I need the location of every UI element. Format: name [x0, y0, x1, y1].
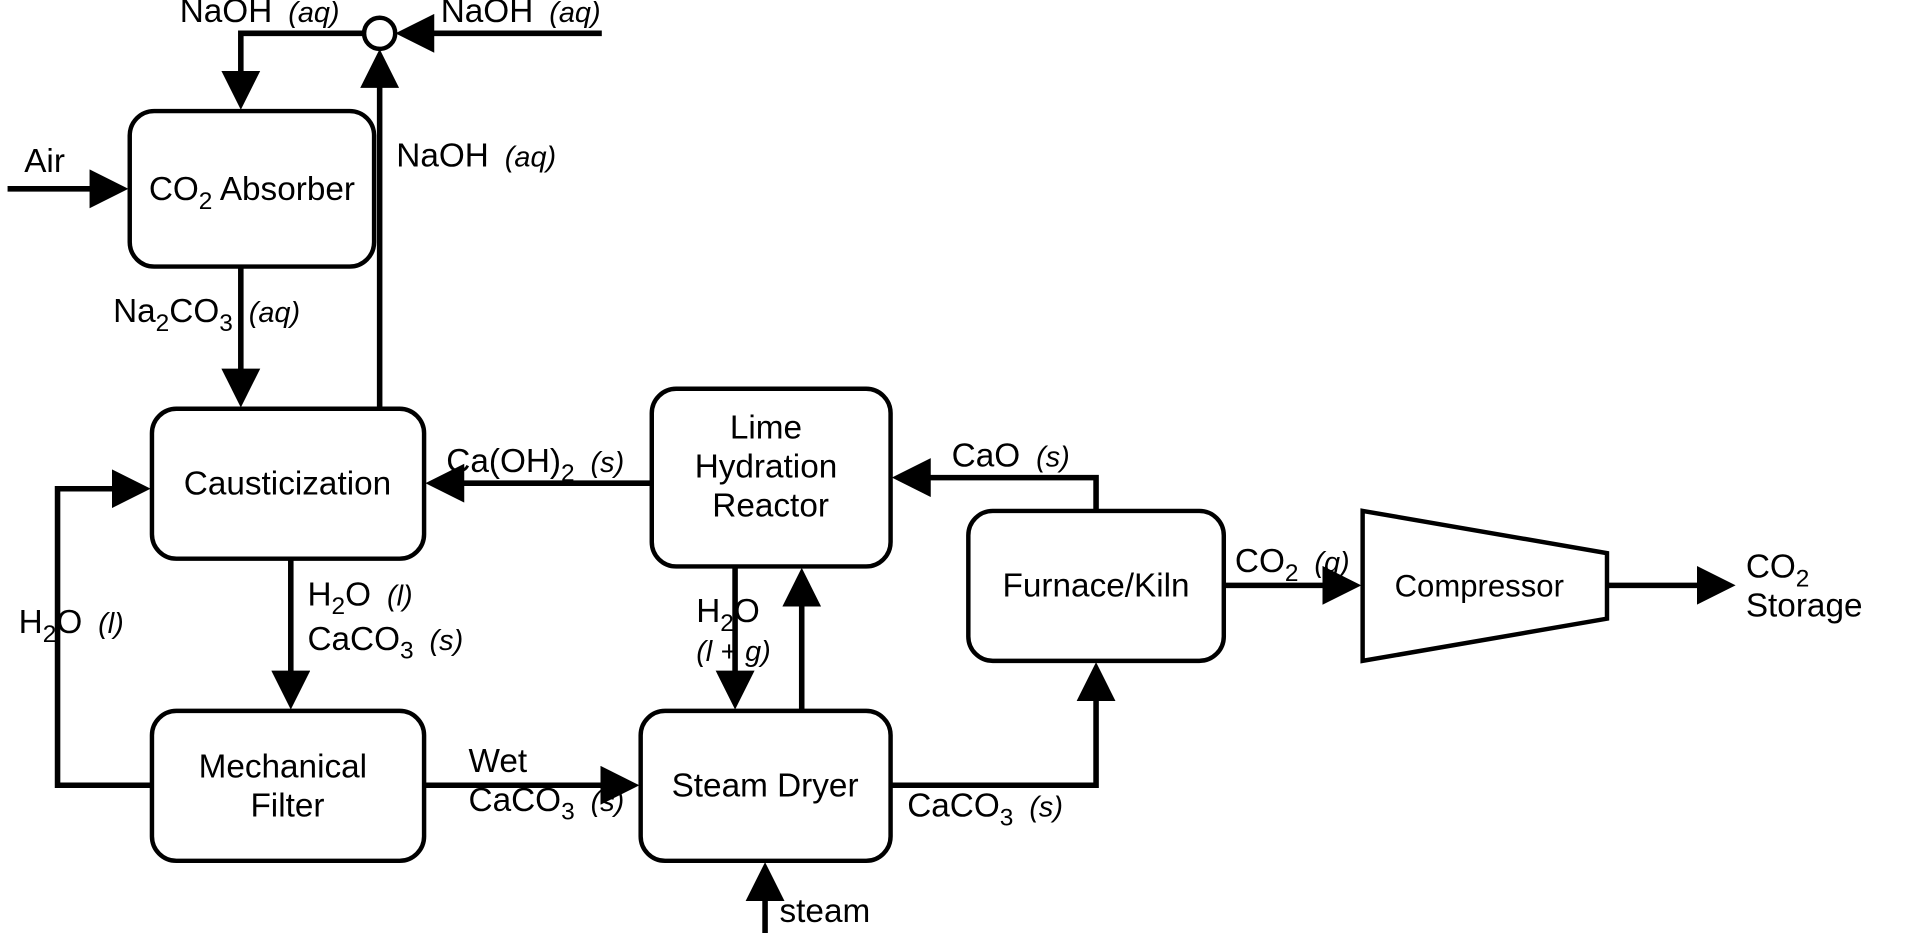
stream-wet: Wet — [469, 743, 528, 780]
edge-dryer-kiln — [891, 669, 1096, 786]
edge-kiln-hydration — [898, 478, 1096, 511]
stream-na2co3: Na2CO3 (aq) — [113, 293, 300, 339]
stream-caco3-dry: CaCO3 (s) — [907, 787, 1063, 833]
stream-h2o-recycle: H2O (l) — [19, 604, 124, 648]
node-mixer — [364, 18, 395, 49]
stream-air: Air — [24, 143, 65, 180]
label-hydration: Lime Hydration Reactor — [695, 410, 847, 525]
label-filter: Mechanical Filter — [199, 749, 377, 825]
stream-h2o-caust: H2O (l) — [307, 576, 412, 620]
label-causticizer: Causticization — [184, 465, 391, 502]
stream-naoh-top: NaOH (aq) — [180, 0, 340, 30]
node-filter — [152, 711, 424, 861]
stream-h2o-lg: H2O (l + g) — [696, 593, 771, 668]
stream-cao: CaO (s) — [952, 438, 1070, 475]
process-flowchart: CO2 Absorber Causticization Mechanical F… — [0, 0, 1920, 933]
stream-caco3-caust: CaCO3 (s) — [307, 621, 463, 667]
stream-co2-storage: CO2 Storage — [1746, 549, 1863, 625]
stream-wet-caco3: CaCO3 (s) — [469, 782, 625, 828]
label-absorber: CO2 Absorber — [149, 171, 355, 215]
label-compressor: Compressor — [1395, 568, 1564, 603]
stream-naoh-recycle: NaOH (aq) — [396, 138, 556, 175]
stream-steam: steam — [780, 893, 871, 930]
label-dryer: Steam Dryer — [672, 767, 859, 804]
stream-co2-g: CO2 (g) — [1235, 543, 1350, 589]
stream-naoh-side: NaOH (aq) — [441, 0, 601, 30]
edge-mixer-absorber — [241, 33, 364, 103]
label-kiln: Furnace/Kiln — [1003, 567, 1190, 604]
